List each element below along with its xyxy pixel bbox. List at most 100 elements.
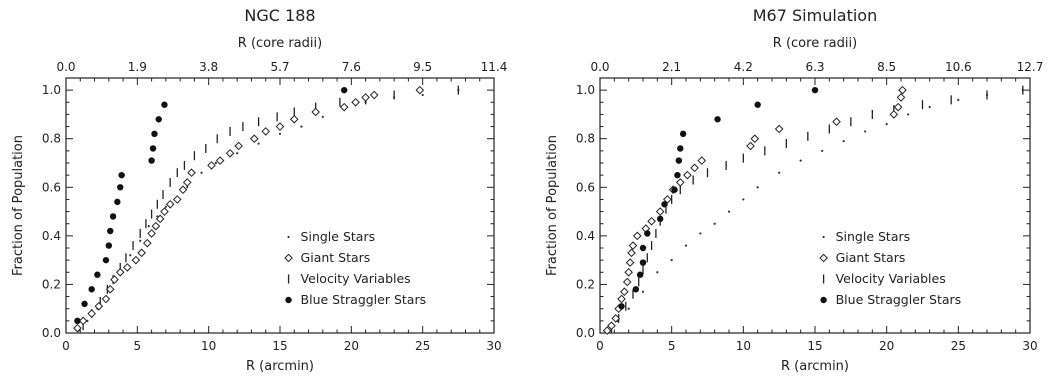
data-point: [641, 290, 645, 293]
data-point: [225, 148, 235, 158]
legend-label: Giant Stars: [301, 250, 371, 265]
top-axis-label: R (core radii): [238, 36, 322, 51]
data-point: [742, 198, 745, 201]
data-point: [361, 93, 370, 102]
data-point: [351, 97, 360, 107]
data-point: [161, 101, 168, 108]
data-point: [655, 207, 665, 216]
data-point: [165, 199, 175, 209]
top-tick-label: 2.1: [662, 60, 681, 74]
data-point: [774, 124, 784, 134]
data-point: [799, 159, 802, 162]
top-tick-label: 3.8: [199, 60, 218, 74]
data-point: [275, 122, 285, 131]
data-point: [143, 238, 152, 248]
legend-marker: [819, 253, 828, 263]
data-point: [78, 316, 88, 326]
y-tick-label: 0.2: [42, 277, 61, 291]
data-point: [832, 117, 841, 127]
data-point: [149, 145, 157, 152]
data-point: [148, 157, 155, 164]
data-point: [627, 248, 636, 258]
data-point: [644, 230, 651, 237]
data-point: [164, 205, 167, 208]
data-point: [421, 93, 424, 97]
data-point: [889, 110, 899, 119]
data-point: [182, 178, 192, 187]
y-tick-label: 0.0: [576, 326, 595, 340]
data-point: [234, 141, 243, 151]
data-point: [896, 93, 906, 102]
data-point: [311, 107, 320, 117]
legend-marker: [822, 235, 825, 239]
series-giant-stars: [73, 85, 425, 333]
data-point: [137, 248, 146, 258]
data-point: [713, 222, 716, 225]
data-point: [677, 145, 684, 152]
data-point: [147, 225, 150, 228]
x-tick-label: 30: [1022, 339, 1037, 353]
data-point: [415, 85, 425, 95]
x-tick-label: 30: [486, 339, 501, 353]
x-tick-label: 0: [596, 339, 604, 353]
data-point: [898, 85, 907, 95]
data-point: [110, 275, 119, 284]
data-point: [618, 303, 625, 310]
data-point: [105, 242, 113, 249]
y-tick-label: 1.0: [576, 83, 595, 97]
data-point: [657, 215, 664, 223]
y-axis-label: Fraction of Population: [545, 135, 560, 276]
data-point: [842, 140, 845, 143]
top-tick-label: 1.9: [128, 60, 147, 74]
data-point: [656, 271, 659, 274]
data-point: [636, 271, 644, 278]
x-tick-label: 15: [272, 339, 287, 353]
top-tick-label: 11.4: [481, 60, 508, 74]
data-point: [602, 326, 612, 335]
data-point: [200, 171, 203, 174]
legend: Single Stars Giant Stars Velocity Variable…: [819, 229, 961, 307]
top-tick-label: 6.3: [805, 60, 824, 74]
x-tick-label: 5: [134, 339, 142, 353]
y-tick-label: 0.0: [42, 326, 61, 340]
data-point: [321, 115, 324, 118]
data-point: [172, 195, 182, 204]
top-tick-label: 7.6: [342, 60, 361, 74]
data-point: [754, 101, 761, 108]
data-point: [114, 198, 121, 206]
data-point: [907, 113, 910, 116]
chart-panel-ngc188: NGC 188 R (core radii) R (arcmin) Fraction …: [11, 6, 507, 374]
data-point: [74, 317, 81, 325]
data-point: [300, 125, 303, 128]
data-point: [369, 90, 379, 100]
data-point: [622, 277, 632, 287]
data-point: [639, 259, 647, 266]
data-point: [697, 156, 707, 165]
legend: Single Stars Giant Stars Velocity Variable…: [284, 229, 426, 307]
data-point: [129, 254, 132, 257]
data-point: [617, 294, 626, 304]
data-point: [864, 130, 867, 133]
top-tick-label: 0.0: [590, 60, 609, 74]
series-blue-straggler-stars: [74, 86, 348, 325]
series-blue-straggler-stars: [618, 86, 819, 310]
data-point: [670, 259, 673, 262]
series-single-stars: [606, 89, 1024, 332]
data-point: [88, 286, 95, 293]
data-point: [341, 86, 348, 94]
data-point: [207, 161, 216, 170]
y-tick-label: 0.6: [42, 180, 61, 194]
legend-marker: [287, 235, 290, 239]
data-point: [147, 229, 156, 238]
x-tick-label: 10: [201, 339, 216, 353]
data-point: [611, 314, 621, 323]
legend-label: Single Stars: [301, 229, 376, 244]
y-tick-label: 0.8: [42, 132, 61, 146]
y-tick-label: 0.8: [576, 132, 595, 146]
data-point: [155, 116, 162, 123]
data-point: [289, 114, 299, 124]
top-tick-label: 0.0: [56, 60, 75, 74]
data-point: [811, 86, 819, 94]
chart-title: NGC 188: [244, 6, 315, 25]
